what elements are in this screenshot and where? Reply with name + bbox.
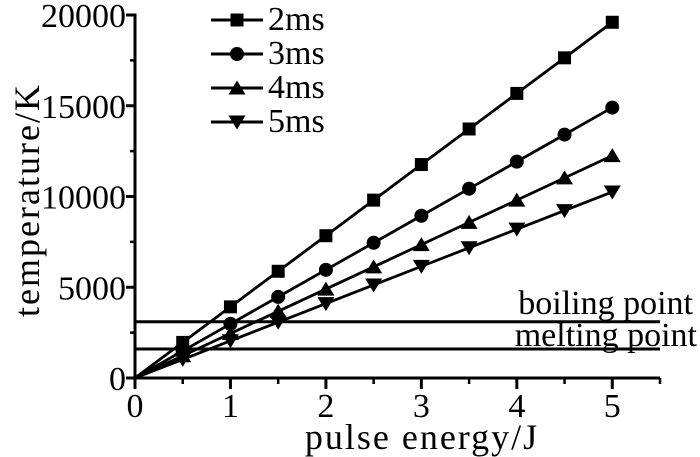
data-point-marker: [223, 316, 238, 331]
annotation-boiling-point: boiling point: [518, 285, 693, 322]
data-point-marker: [460, 214, 478, 229]
legend-sample-marker: [230, 13, 244, 27]
x-tick-label: 5: [604, 388, 621, 425]
data-point-marker: [367, 193, 381, 207]
data-point-marker: [366, 235, 381, 250]
x-tick-label: 4: [508, 388, 525, 425]
legend-label-3ms: 3ms: [268, 35, 325, 72]
legend-circle-marker-icon: [211, 47, 263, 61]
x-axis-title: pulse energy/J: [304, 417, 540, 457]
data-point-marker: [269, 315, 287, 330]
data-point-marker: [414, 208, 429, 223]
legend-triangle-down-marker-icon: [211, 115, 263, 130]
legend-label-2ms: 2ms: [268, 1, 325, 38]
data-point-marker: [365, 259, 383, 274]
series-5ms: [134, 185, 621, 380]
y-axis-title: temperature/K: [7, 83, 47, 317]
y-tick-label: 5000: [58, 270, 126, 307]
data-point-marker: [508, 192, 526, 207]
data-point-marker: [462, 181, 477, 196]
legend-item-5ms: 5ms: [211, 105, 325, 139]
series-3ms: [134, 100, 620, 380]
data-point-marker: [556, 204, 574, 219]
y-tick-label: 10000: [41, 180, 126, 217]
x-tick-label: 3: [413, 388, 430, 425]
x-tick-label: 0: [127, 388, 144, 425]
legend-sample-marker: [228, 80, 246, 95]
legend: 2ms 3ms 4ms 5ms: [211, 3, 325, 139]
y-tick-label: 15000: [41, 89, 126, 126]
data-point-marker: [412, 237, 430, 252]
data-point-marker: [269, 303, 287, 318]
legend-sample-marker: [228, 115, 246, 130]
data-point-marker: [605, 100, 620, 115]
data-point-marker: [317, 281, 335, 296]
annotation-melting-point: melting point: [514, 317, 697, 354]
legend-sample-marker: [230, 47, 244, 61]
legend-item-2ms: 2ms: [211, 3, 325, 37]
data-point-marker: [460, 241, 478, 256]
data-point-marker: [556, 170, 574, 185]
data-point-marker: [221, 334, 239, 349]
legend-triangle-up-marker-icon: [211, 80, 263, 95]
data-point-marker: [271, 289, 286, 304]
y-tick-label: 20000: [41, 0, 126, 35]
y-tick-label: 0: [109, 361, 126, 398]
data-point-marker: [365, 278, 383, 293]
legend-item-3ms: 3ms: [211, 37, 325, 71]
data-point-marker: [318, 262, 333, 277]
data-point-marker: [462, 122, 476, 136]
data-point-marker: [414, 158, 428, 172]
legend-label-5ms: 5ms: [268, 103, 325, 140]
series-2ms: [134, 15, 619, 380]
legend-label-4ms: 4ms: [268, 69, 325, 106]
data-point-marker: [317, 297, 335, 312]
data-point-marker: [174, 352, 192, 367]
x-tick-label: 2: [317, 388, 334, 425]
x-tick-label: 1: [222, 388, 239, 425]
data-point-marker: [603, 148, 621, 163]
legend-square-marker-icon: [211, 13, 263, 27]
data-point-marker: [508, 222, 526, 237]
data-point-marker: [271, 264, 285, 278]
data-point-marker: [319, 229, 333, 243]
data-point-marker: [603, 185, 621, 200]
data-point-marker: [510, 86, 524, 100]
data-point-marker: [509, 154, 524, 169]
data-point-marker: [412, 259, 430, 274]
data-point-marker: [223, 300, 237, 314]
data-point-marker: [605, 15, 619, 29]
data-point-marker: [557, 127, 572, 142]
legend-item-4ms: 4ms: [211, 71, 325, 105]
data-point-marker: [558, 51, 572, 65]
